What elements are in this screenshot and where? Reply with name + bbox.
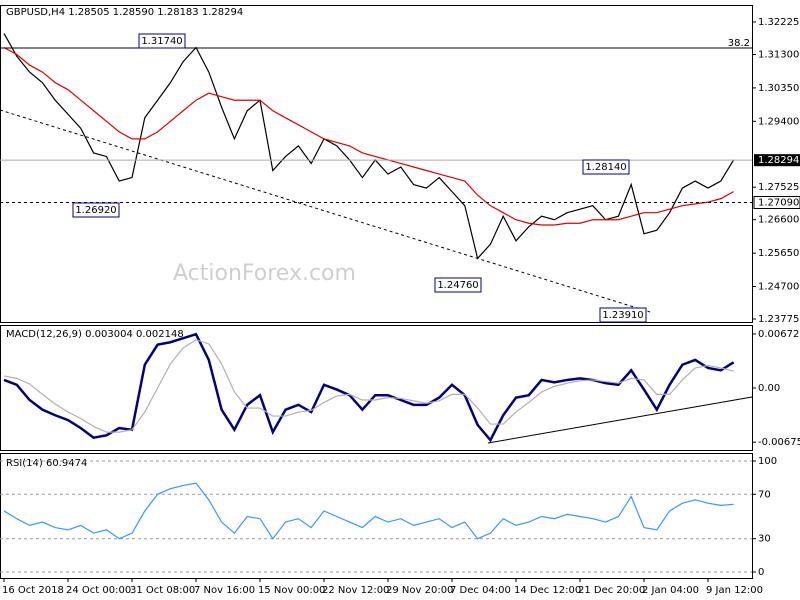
y-tick-label: 1.24700 xyxy=(758,282,799,293)
series-line xyxy=(3,339,734,433)
series-line xyxy=(3,332,735,443)
fib-label: 38.2 xyxy=(728,38,750,49)
macd-title: MACD(12,26,9) 0.003004 0.002148 xyxy=(6,329,184,340)
x-tick-label: 21 Dec 20:00 xyxy=(578,585,645,596)
annotation-box xyxy=(72,202,120,218)
annotation-box xyxy=(434,277,482,293)
annotation-label: 1.23910 xyxy=(602,310,643,321)
y-tick-label: 1.26600 xyxy=(758,215,799,226)
x-tick-label: 24 Oct 00:00 xyxy=(66,585,131,596)
y-tick-label: 1.25650 xyxy=(758,248,799,259)
annotation-label: 1.28140 xyxy=(585,162,626,173)
price-panel xyxy=(0,5,753,323)
y-tick-label: 1.30350 xyxy=(758,83,799,94)
x-tick-label: 9 Jan 12:00 xyxy=(706,585,763,596)
x-tick-label: 16 Oct 2018 xyxy=(2,585,64,596)
y-tick-label: 100 xyxy=(758,456,777,467)
price-title: GBPUSD,H4 1.28505 1.28590 1.28183 1.2829… xyxy=(6,7,243,18)
y-tick-label: 1.23775 xyxy=(758,314,799,325)
annotation-box xyxy=(138,33,186,49)
x-tick-label: 22 Nov 12:00 xyxy=(322,585,389,596)
y-tick-label: 0 xyxy=(758,567,764,578)
watermark: ActionForex.com xyxy=(173,261,356,286)
rsi-panel xyxy=(0,453,753,579)
series-line xyxy=(3,482,734,540)
y-tick-label: 0.00 xyxy=(758,383,780,394)
price-label-box xyxy=(753,195,800,209)
y-tick-label: 1.29400 xyxy=(758,116,799,127)
y-tick-label: 1.27525 xyxy=(758,182,799,193)
x-tick-label: 14 Dec 12:00 xyxy=(514,585,581,596)
x-tick-label: 15 Nov 00:00 xyxy=(258,585,325,596)
y-tick-label: 1.32225 xyxy=(758,17,799,28)
annotation-label: 1.26920 xyxy=(75,205,116,216)
annotation-box xyxy=(599,307,647,323)
y-tick-label: -0.006758 xyxy=(758,437,800,448)
y-tick-label: 0.006729 xyxy=(758,329,800,340)
x-tick-label: 29 Nov 20:00 xyxy=(386,585,453,596)
x-tick-label: 7 Nov 16:00 xyxy=(194,585,255,596)
current-price-label: 1.28294 xyxy=(758,155,799,166)
series-line xyxy=(3,33,735,260)
x-tick-label: 2 Jan 04:00 xyxy=(642,585,699,596)
price-label-box xyxy=(754,154,800,167)
series-line xyxy=(3,46,734,226)
level-label: 1.27090 xyxy=(758,197,799,208)
x-tick-label: 31 Oct 08:00 xyxy=(130,585,195,596)
y-tick-label: 70 xyxy=(758,489,771,500)
annotation-label: 1.31740 xyxy=(141,36,182,47)
y-tick-label: 1.31300 xyxy=(758,50,799,61)
x-tick-label: 7 Dec 04:00 xyxy=(450,585,511,596)
rsi-title: RSI(14) 60.9474 xyxy=(6,458,87,469)
annotation-label: 1.24760 xyxy=(437,280,478,291)
annotation-box xyxy=(582,159,630,175)
macd-trend-line xyxy=(487,396,753,444)
y-tick-label: 30 xyxy=(758,534,771,545)
